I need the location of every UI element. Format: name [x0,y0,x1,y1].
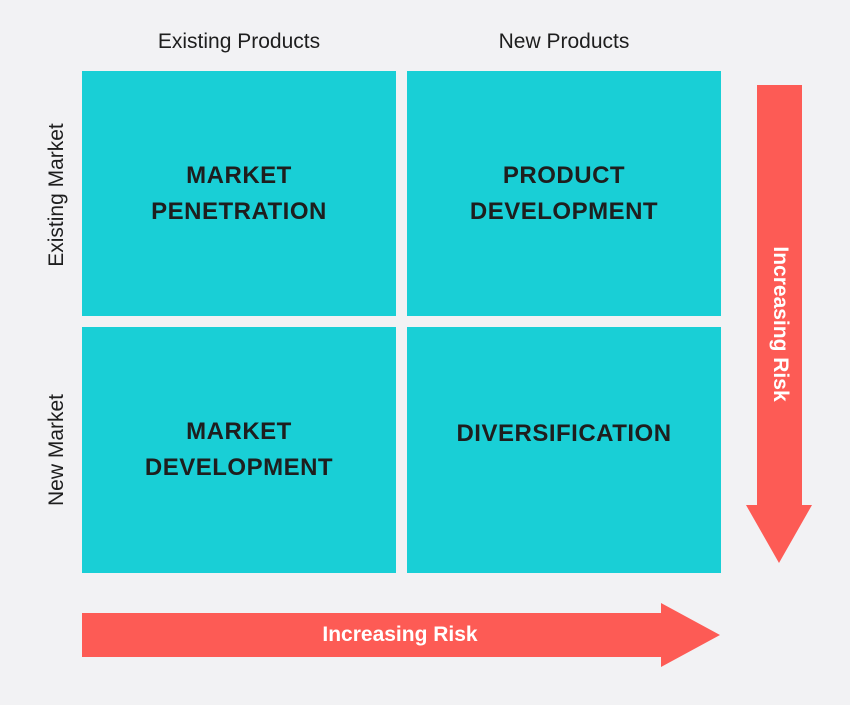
quadrant-label-market-penetration: MARKET PENETRATION [151,161,327,225]
horizontal-arrow-label: Increasing Risk [322,623,478,646]
quadrant-label-market-development: MARKET DEVELOPMENT [144,418,334,481]
quadrant-market-penetration: MARKET PENETRATION [82,71,396,316]
quadrant-market-development: MARKET DEVELOPMENT [82,327,396,573]
vertical-arrow-label: Increasing Risk [769,246,792,402]
quadrant-label-product-development: PRODUCT DEVELOPMENT [469,161,659,225]
vertical-risk-arrow [746,85,812,563]
quadrant-label-diversification: DIVERSIFICATION [456,420,672,447]
horizontal-risk-arrow [82,603,720,667]
quadrant-diversification: DIVERSIFICATION [407,327,721,573]
quadrant-product-development: PRODUCT DEVELOPMENT [407,71,721,316]
column-header-new-products: New Products [498,30,630,53]
column-header-existing-products: Existing Products [157,30,321,53]
